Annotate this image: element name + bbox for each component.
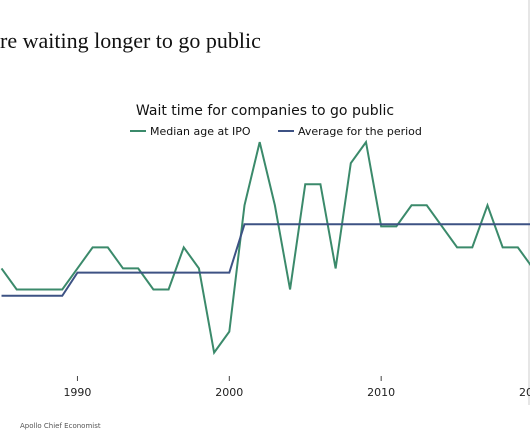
legend-label: Average for the period xyxy=(298,125,422,138)
series-line xyxy=(1,223,530,297)
x-tick-label: 1990 xyxy=(63,386,91,399)
page-title: re waiting longer to go public xyxy=(0,28,261,53)
x-tick-label: 2020 xyxy=(519,386,530,399)
source: Apollo Chief Economist xyxy=(20,422,101,430)
x-tick-label: 2000 xyxy=(215,386,243,399)
chart-title: Wait time for companies to go public xyxy=(136,103,394,119)
x-tick-label: 2010 xyxy=(367,386,395,399)
legend-label: Median age at IPO xyxy=(150,125,251,138)
series-line xyxy=(0,139,530,356)
